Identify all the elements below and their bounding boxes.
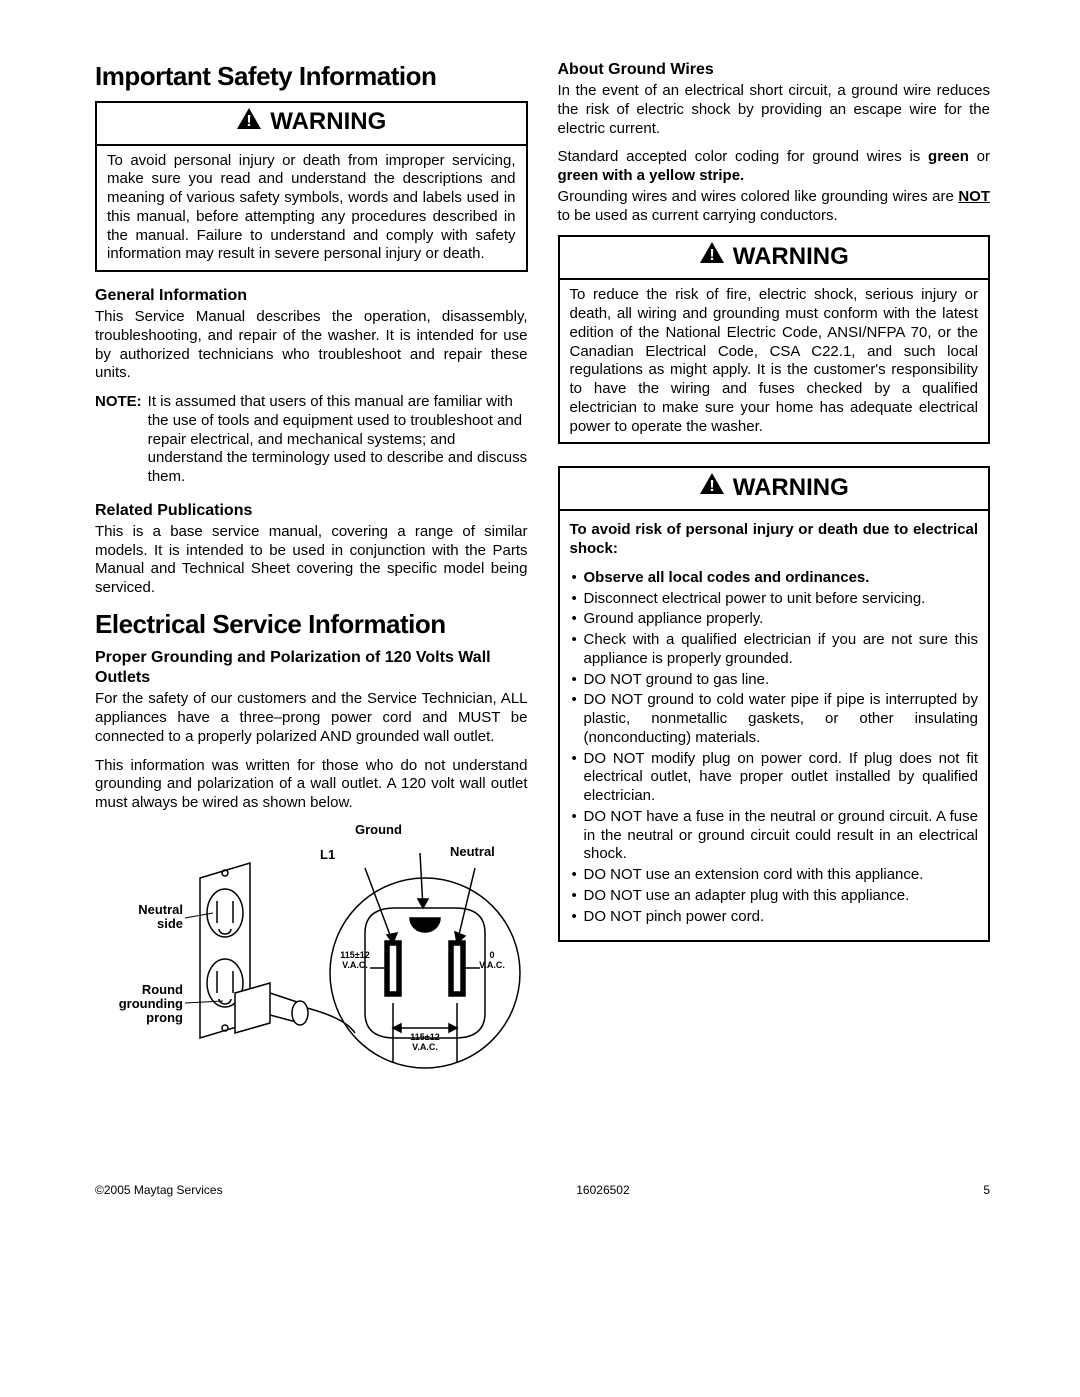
bullet-item: DO NOT have a fuse in the neutral or gro… — [570, 808, 979, 864]
warning-triangle-icon: ! — [699, 472, 725, 503]
heading-ground-wires: About Ground Wires — [558, 60, 991, 80]
page-footer: ©2005 Maytag Services 16026502 5 — [95, 1183, 990, 1198]
diagram-label-0: 0 V.A.C. — [477, 951, 507, 971]
warning3-intro: To avoid risk of personal injury or deat… — [570, 521, 979, 559]
diagram-label-ground: Ground — [355, 823, 402, 837]
para-ground1: In the event of an electrical short circ… — [558, 82, 991, 138]
outlet-svg — [95, 823, 525, 1123]
bullet-item: DO NOT modify plug on power cord. If plu… — [570, 750, 979, 806]
diagram-label-neutral-side: Neutral side — [113, 903, 183, 932]
outlet-diagram: Ground Neutral L1 Neutral side Round gro… — [95, 823, 528, 1123]
warning-label: WARNING — [733, 473, 849, 503]
footer-pagenum: 5 — [983, 1183, 990, 1198]
para-proper2: This information was written for those w… — [95, 757, 528, 813]
warning-header-3: ! WARNING — [560, 468, 989, 511]
warning-header-2: ! WARNING — [560, 237, 989, 280]
warning3-bullet-list: Observe all local codes and ordinances. D… — [570, 569, 979, 927]
warning-triangle-icon: ! — [699, 241, 725, 272]
svg-text:!: ! — [709, 247, 714, 264]
warning-box-3: ! WARNING To avoid risk of personal inju… — [558, 466, 991, 942]
warning-label: WARNING — [733, 242, 849, 272]
diagram-label-neutral: Neutral — [450, 845, 495, 859]
diagram-label-l1: L1 — [320, 848, 335, 862]
para-related: This is a base service manual, covering … — [95, 523, 528, 598]
para-ground3: Grounding wires and wires colored like g… — [558, 188, 991, 226]
bullet-item: DO NOT pinch power cord. — [570, 908, 979, 927]
bullet-item: DO NOT ground to gas line. — [570, 671, 979, 690]
warning-label: WARNING — [270, 107, 386, 137]
bullet-item: Observe all local codes and ordinances. — [570, 569, 979, 588]
bullet-item: DO NOT ground to cold water pipe if pipe… — [570, 691, 979, 747]
footer-docnum: 16026502 — [576, 1183, 629, 1198]
left-column: Important Safety Information ! WARNING T… — [95, 60, 528, 1123]
warning-header-1: ! WARNING — [97, 103, 526, 146]
bullet-item: Check with a qualified electrician if yo… — [570, 631, 979, 669]
warning-body-2: To reduce the risk of fire, electric sho… — [560, 280, 989, 442]
warning-box-1: ! WARNING To avoid personal injury or de… — [95, 101, 528, 273]
heading-general: General Information — [95, 286, 528, 306]
warning-box-2: ! WARNING To reduce the risk of fire, el… — [558, 235, 991, 444]
para-general: This Service Manual describes the operat… — [95, 308, 528, 383]
diagram-label-115-left: 115±12 V.A.C. — [335, 951, 375, 971]
footer-copyright: ©2005 Maytag Services — [95, 1183, 223, 1198]
note-text: It is assumed that users of this manual … — [148, 393, 528, 487]
bullet-item: Disconnect electrical power to unit befo… — [570, 590, 979, 609]
heading-electrical: Electrical Service Information — [95, 608, 528, 641]
svg-text:!: ! — [709, 478, 714, 495]
warning-body-3: To avoid risk of personal injury or deat… — [560, 511, 989, 940]
bullet-item: Ground appliance properly. — [570, 610, 979, 629]
warning-triangle-icon: ! — [236, 107, 262, 138]
bullet-item: DO NOT use an extension cord with this a… — [570, 866, 979, 885]
heading-related: Related Publications — [95, 501, 528, 521]
para-ground2: Standard accepted color coding for groun… — [558, 148, 991, 186]
note-label: NOTE: — [95, 393, 142, 487]
diagram-label-115-bottom: 115±12 V.A.C. — [400, 1033, 450, 1053]
svg-text:!: ! — [247, 113, 252, 130]
heading-proper: Proper Grounding and Polarization of 120… — [95, 648, 528, 688]
heading-safety: Important Safety Information — [95, 60, 528, 93]
warning-body-1: To avoid personal injury or death from i… — [97, 146, 526, 271]
para-proper1: For the safety of our customers and the … — [95, 690, 528, 746]
diagram-label-round-prong: Round grounding prong — [103, 983, 183, 1026]
right-column: About Ground Wires In the event of an el… — [558, 60, 991, 1123]
bullet-item: DO NOT use an adapter plug with this app… — [570, 887, 979, 906]
note-block: NOTE: It is assumed that users of this m… — [95, 393, 528, 487]
